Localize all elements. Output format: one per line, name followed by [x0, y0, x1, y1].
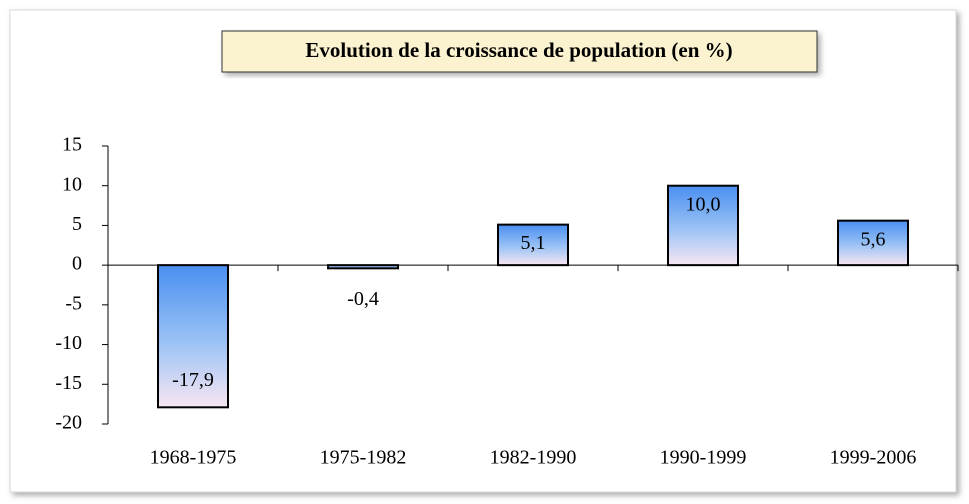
- y-tick-label: -5: [65, 292, 82, 314]
- chart-frame: [9, 9, 957, 493]
- bar: [327, 264, 399, 270]
- x-tick-label: 1975-1982: [320, 447, 407, 469]
- y-tick-label: 0: [72, 253, 82, 275]
- data-label: 5,6: [861, 228, 886, 250]
- y-tick-label: 15: [62, 134, 82, 156]
- data-label: 5,1: [521, 232, 546, 254]
- y-tick-label: 5: [72, 213, 82, 235]
- x-tick-label: 1999-2006: [830, 447, 917, 469]
- x-tick-label: 1990-1999: [660, 447, 747, 469]
- title-box: [221, 30, 818, 73]
- chart-title: Evolution de la croissance de population…: [305, 38, 732, 62]
- bar: [837, 219, 909, 267]
- data-label: -17,9: [172, 369, 214, 391]
- data-label: -0,4: [347, 288, 379, 310]
- y-tick-label: -15: [55, 372, 82, 394]
- y-tick-label: 10: [62, 173, 82, 195]
- x-tick-label: 1968-1975: [150, 447, 237, 469]
- y-tick-label: -10: [55, 332, 82, 354]
- bar: [497, 223, 569, 267]
- bar: [157, 264, 229, 409]
- y-tick-label: -20: [55, 412, 82, 434]
- bar: [667, 184, 739, 267]
- x-tick-label: 1982-1990: [490, 447, 577, 469]
- data-label: 10,0: [686, 193, 721, 215]
